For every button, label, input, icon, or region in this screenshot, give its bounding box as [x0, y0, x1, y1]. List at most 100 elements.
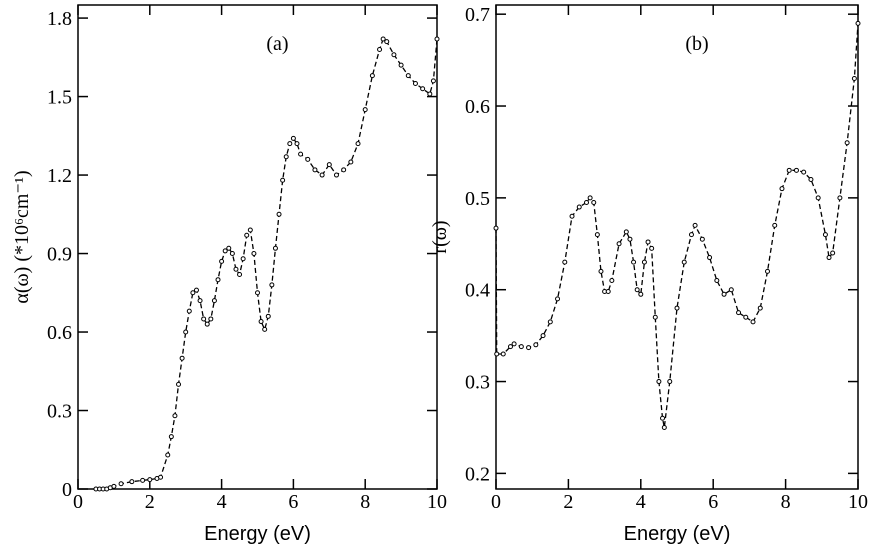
data-point: [380, 36, 386, 42]
data-point: [661, 424, 667, 430]
data-point: [772, 222, 778, 228]
data-point: [244, 232, 250, 238]
data-point: [204, 321, 210, 327]
data-point: [129, 479, 135, 485]
data-point: [280, 177, 286, 183]
x-tick-label: 2: [563, 491, 573, 513]
data-point: [226, 245, 232, 251]
data-point: [179, 355, 185, 361]
x-tick-label: 4: [636, 491, 646, 513]
y-tick-label: 0.3: [47, 401, 72, 423]
data-point: [219, 258, 225, 264]
data-point: [605, 289, 611, 295]
data-point: [412, 80, 418, 86]
data-point: [518, 344, 524, 350]
data-point: [765, 268, 770, 274]
data-point: [728, 287, 734, 293]
data-point: [623, 229, 629, 235]
data-point: [692, 222, 698, 228]
data-point: [333, 172, 339, 178]
data-point: [290, 135, 296, 141]
data-point: [500, 351, 506, 357]
data-point: [793, 167, 799, 173]
data-point: [118, 481, 124, 487]
data-point: [377, 46, 383, 52]
data-point: [258, 319, 264, 325]
data-point: [688, 232, 694, 238]
data-point: [591, 199, 597, 205]
data-point: [576, 204, 582, 210]
x-axis-label: Energy (eV): [204, 523, 311, 545]
data-point: [511, 341, 517, 347]
data-point: [233, 266, 239, 272]
data-point: [348, 159, 354, 165]
x-axis-label: Energy (eV): [624, 523, 731, 545]
x-tick-label: 4: [217, 491, 227, 513]
x-tick-label: 0: [73, 491, 83, 513]
data-point: [533, 342, 539, 348]
data-point: [736, 310, 742, 316]
data-point: [616, 241, 622, 247]
data-point: [420, 86, 426, 92]
data-point: [844, 140, 850, 146]
data-point: [229, 251, 235, 257]
data-point: [494, 351, 500, 357]
data-point: [272, 245, 278, 251]
data-point: [493, 225, 499, 231]
data-point: [398, 62, 404, 68]
data-point: [562, 259, 568, 265]
data-point: [172, 413, 178, 419]
data-point: [627, 236, 633, 242]
y-tick-label: 0.6: [47, 322, 72, 344]
data-point: [427, 91, 433, 97]
x-tick-label: 6: [288, 491, 298, 513]
data-point: [801, 169, 807, 175]
data-line: [495, 23, 859, 428]
y-axis-label: r(ω): [429, 220, 451, 253]
data-point: [319, 172, 325, 178]
data-point: [721, 291, 727, 297]
data-point: [855, 20, 861, 26]
y-tick-label: 0.5: [465, 188, 490, 210]
x-tick-label: 6: [708, 491, 718, 513]
data-point: [369, 73, 375, 79]
y-tick-label: 0.7: [465, 4, 490, 26]
y-tick-label: 1.5: [47, 87, 72, 109]
data-point: [555, 296, 561, 302]
data-point: [326, 162, 332, 168]
x-tick-label: 0: [491, 491, 501, 513]
data-point: [168, 434, 174, 440]
data-point: [276, 211, 282, 217]
data-point: [265, 313, 271, 319]
data-point: [707, 255, 713, 261]
data-point: [140, 477, 146, 483]
data-point: [779, 186, 785, 192]
data-point: [569, 213, 575, 219]
data-point: [837, 195, 843, 201]
data-point: [547, 319, 553, 325]
data-point: [294, 141, 300, 147]
y-tick-label: 0.2: [465, 463, 490, 485]
data-point: [634, 287, 640, 293]
data-point: [405, 73, 411, 79]
data-point: [656, 379, 662, 385]
data-point: [262, 326, 268, 332]
data-point: [237, 271, 243, 277]
data-point: [312, 167, 318, 173]
panel-label: (a): [266, 33, 288, 55]
data-point: [757, 305, 763, 311]
data-point: [674, 305, 680, 311]
x-tick-label: 2: [145, 491, 155, 513]
data-point: [652, 314, 658, 320]
data-point: [660, 415, 666, 421]
y-axis-label: α(ω) (*10⁶cm⁻¹): [11, 170, 33, 303]
data-point: [287, 141, 293, 147]
data-point: [255, 290, 260, 296]
data-point: [211, 298, 217, 304]
data-point: [193, 287, 199, 293]
data-point: [638, 291, 644, 297]
data-line: [95, 37, 438, 490]
data-point: [699, 236, 705, 242]
x-tick-label: 8: [781, 491, 791, 513]
